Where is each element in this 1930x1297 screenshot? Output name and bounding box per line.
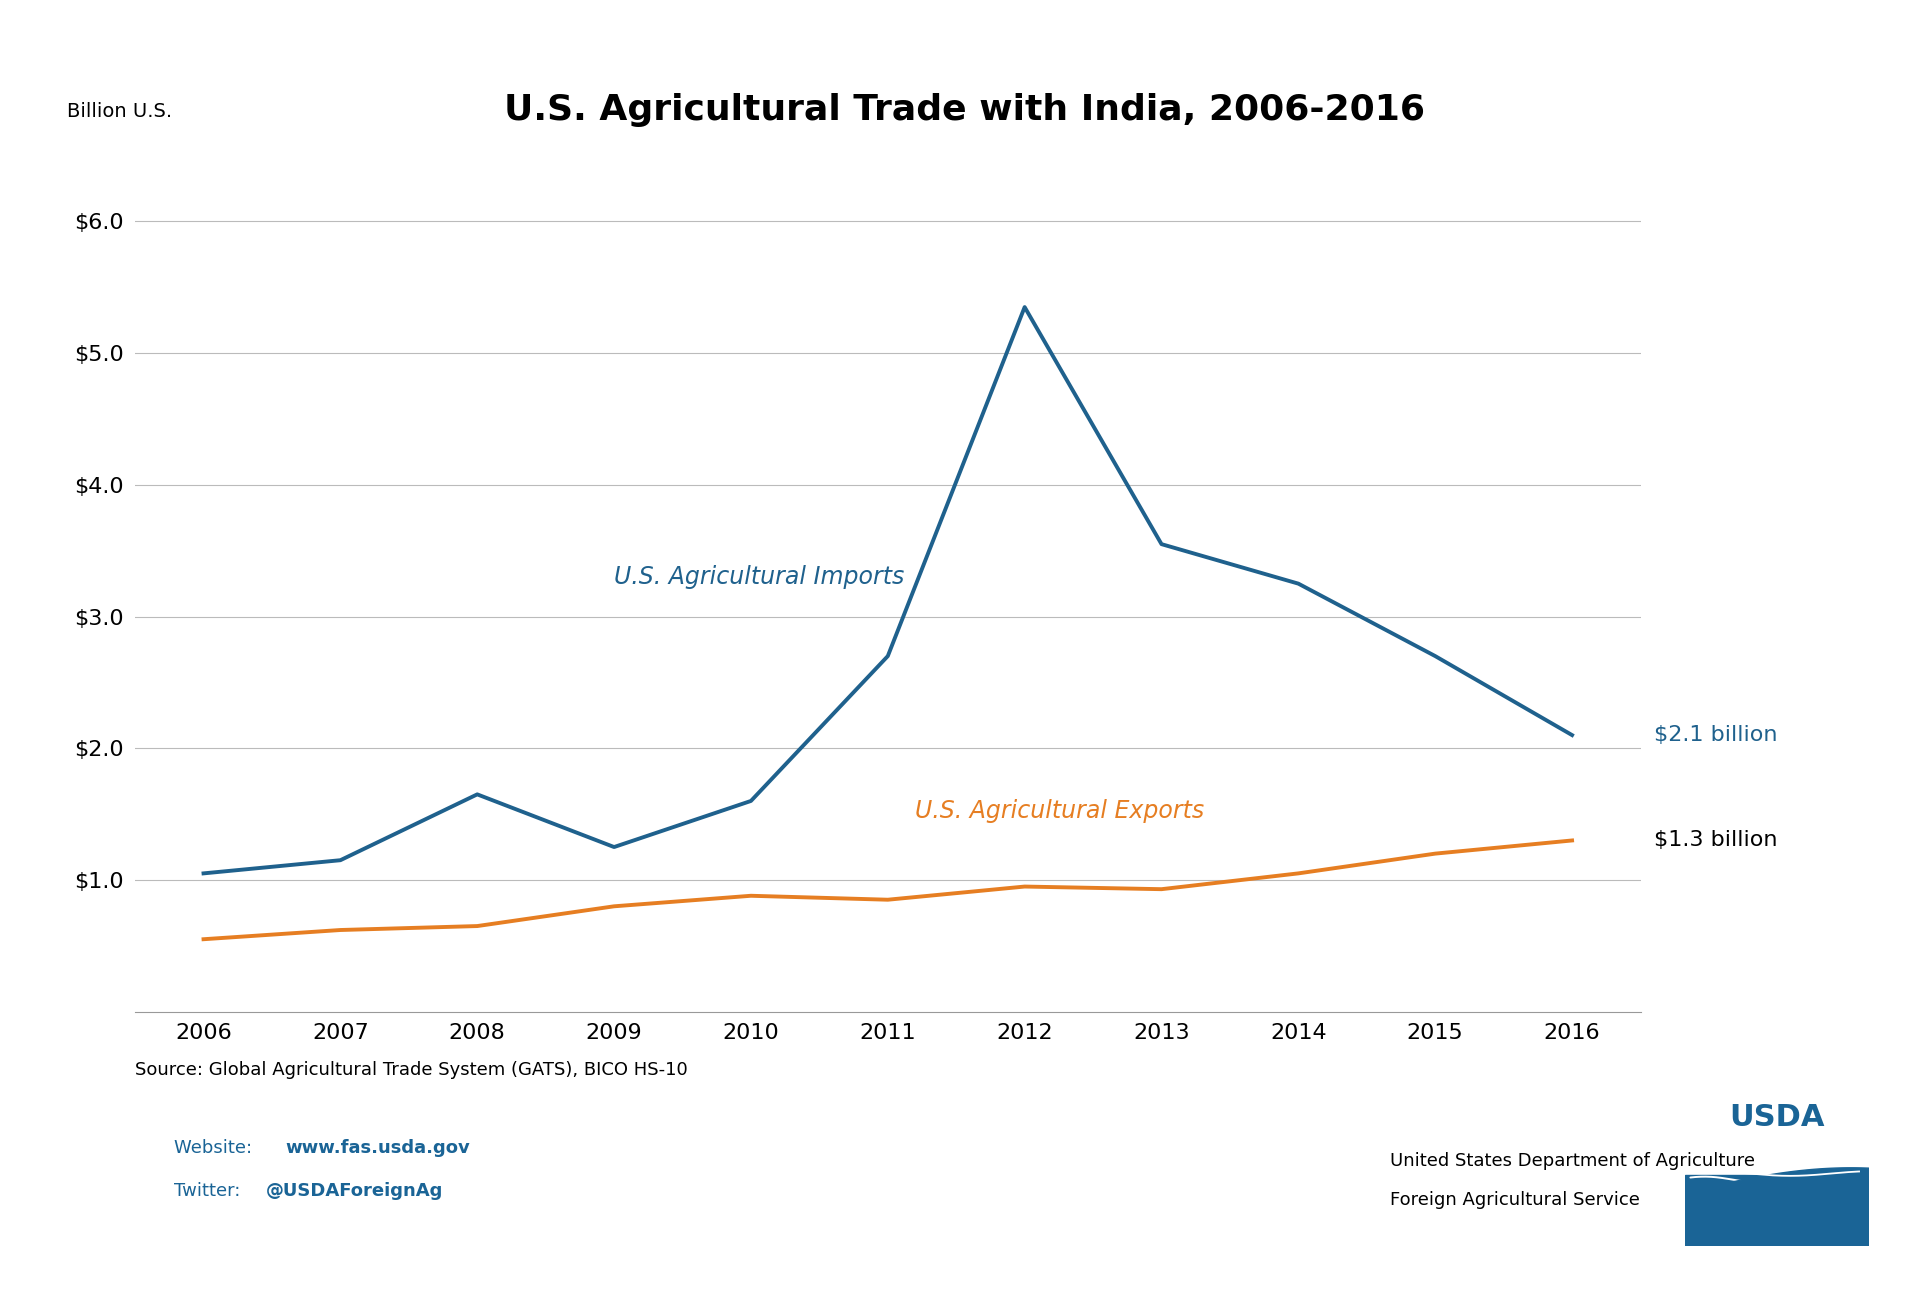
Text: Source: Global Agricultural Trade System (GATS), BICO HS-10: Source: Global Agricultural Trade System… — [135, 1061, 687, 1079]
Text: www.fas.usda.gov: www.fas.usda.gov — [286, 1139, 471, 1157]
Text: United States Department of Agriculture: United States Department of Agriculture — [1390, 1152, 1754, 1170]
Text: Website:: Website: — [174, 1139, 257, 1157]
Text: $2.1 billion: $2.1 billion — [1654, 725, 1778, 744]
Text: Twitter:: Twitter: — [174, 1182, 245, 1200]
Text: @USDAForeignAg: @USDAForeignAg — [266, 1182, 444, 1200]
Text: Foreign Agricultural Service: Foreign Agricultural Service — [1390, 1191, 1639, 1209]
Text: U.S. Agricultural Exports: U.S. Agricultural Exports — [915, 799, 1204, 824]
Text: U.S. Agricultural Imports: U.S. Agricultural Imports — [614, 565, 905, 589]
Text: USDA: USDA — [1729, 1102, 1824, 1132]
Text: Billion U.S.: Billion U.S. — [68, 102, 172, 122]
Text: $1.3 billion: $1.3 billion — [1654, 830, 1778, 851]
Text: U.S. Agricultural Trade with India, 2006-2016: U.S. Agricultural Trade with India, 2006… — [504, 93, 1426, 127]
Bar — [1685, 1175, 1868, 1245]
